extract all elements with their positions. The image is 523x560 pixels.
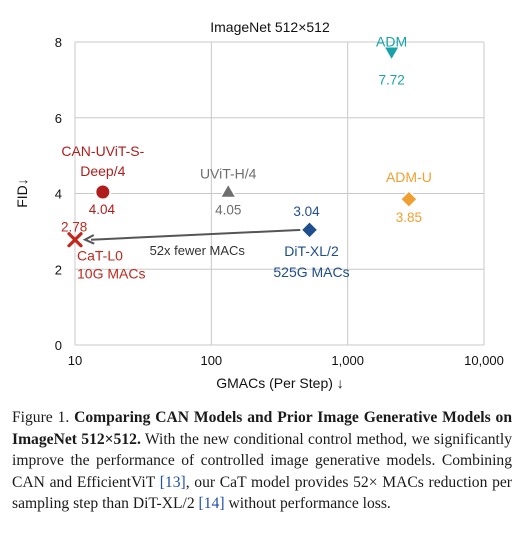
caption-citation-2[interactable]: [14]: [198, 495, 225, 513]
caption-text-2: , our CaT model provides 52× MACs reduct…: [12, 473, 513, 513]
annotation-label: 52x fewer MACs: [150, 243, 246, 258]
data-point-can-uvit: [94, 183, 112, 201]
gridlines: [74, 41, 485, 346]
y-axis-label: FID↓: [14, 178, 30, 208]
y-tick-label: 4: [55, 187, 62, 202]
value-label-adm-u: 3.85: [396, 210, 422, 225]
caption-citation-1[interactable]: [13]: [159, 473, 186, 491]
data-point-uvit: [218, 181, 238, 199]
value-label-dit: 3.04: [293, 204, 320, 219]
caption-text-1: With the new conditional control method,…: [12, 430, 512, 491]
value-label-can-uvit: 4.04: [89, 202, 116, 217]
y-tick-label: 0: [55, 338, 62, 353]
data-points: [67, 45, 419, 248]
data-point-cat: [67, 232, 83, 248]
x-tick-label: 10: [68, 353, 82, 368]
annotation-arrow-head: [82, 234, 95, 245]
value-label-uvit: 4.05: [215, 203, 241, 218]
point-label-cat: 10G MACs: [77, 266, 145, 282]
x-tick-label: 10,000: [464, 353, 504, 368]
y-tick-label: 6: [55, 111, 62, 126]
x-tick-label: 1,000: [331, 353, 364, 368]
point-label-dit: DiT-XL/2: [284, 243, 339, 259]
value-label-cat: 2.78: [61, 220, 87, 235]
point-label-adm: ADM: [376, 34, 407, 50]
chart-title: ImageNet 512×512: [210, 19, 330, 35]
point-label-dit: 525G MACs: [273, 264, 349, 280]
x-tick-label: 100: [200, 353, 222, 368]
annotation: 52x fewer MACs: [82, 228, 302, 258]
x-axis-label: GMACs (Per Step) ↓: [216, 375, 344, 391]
x-marker-stroke: [67, 232, 83, 248]
point-label-cat: CaT-L0: [77, 248, 123, 264]
data-labels: ADM 7.72 CAN-UViT-S- Deep/4 4.04 UViT-H/4 4.05…: [61, 34, 432, 282]
data-point-adm-u: [399, 189, 419, 209]
data-point-adm: [382, 45, 402, 63]
y-tick-label: 2: [55, 262, 62, 277]
scatter-chart: 10 100 1,000 10,000 0 2 4 6 8 ImageNet 512×512 G…: [14, 19, 504, 391]
point-label-can-uvit: Deep/4: [80, 163, 125, 179]
annotation-arrow-line: [90, 228, 302, 241]
caption-text-3: without performance loss.: [228, 495, 391, 513]
value-label-adm: 7.72: [378, 73, 404, 88]
caption-figure-label: Figure 1.: [12, 409, 70, 426]
point-label-can-uvit: CAN-UViT-S-: [61, 143, 144, 159]
figure-caption: Figure 1. Comparing CAN Models and Prior…: [12, 407, 512, 515]
caption-title: Comparing CAN Models and Prior Image Gen…: [12, 409, 512, 448]
y-tick-label: 8: [55, 35, 62, 50]
data-point-dit: [299, 220, 320, 240]
tick-labels: 10 100 1,000 10,000 0 2 4 6 8: [55, 35, 504, 368]
point-label-adm-u: ADM-U: [386, 169, 432, 185]
point-label-uvit: UViT-H/4: [200, 166, 257, 182]
